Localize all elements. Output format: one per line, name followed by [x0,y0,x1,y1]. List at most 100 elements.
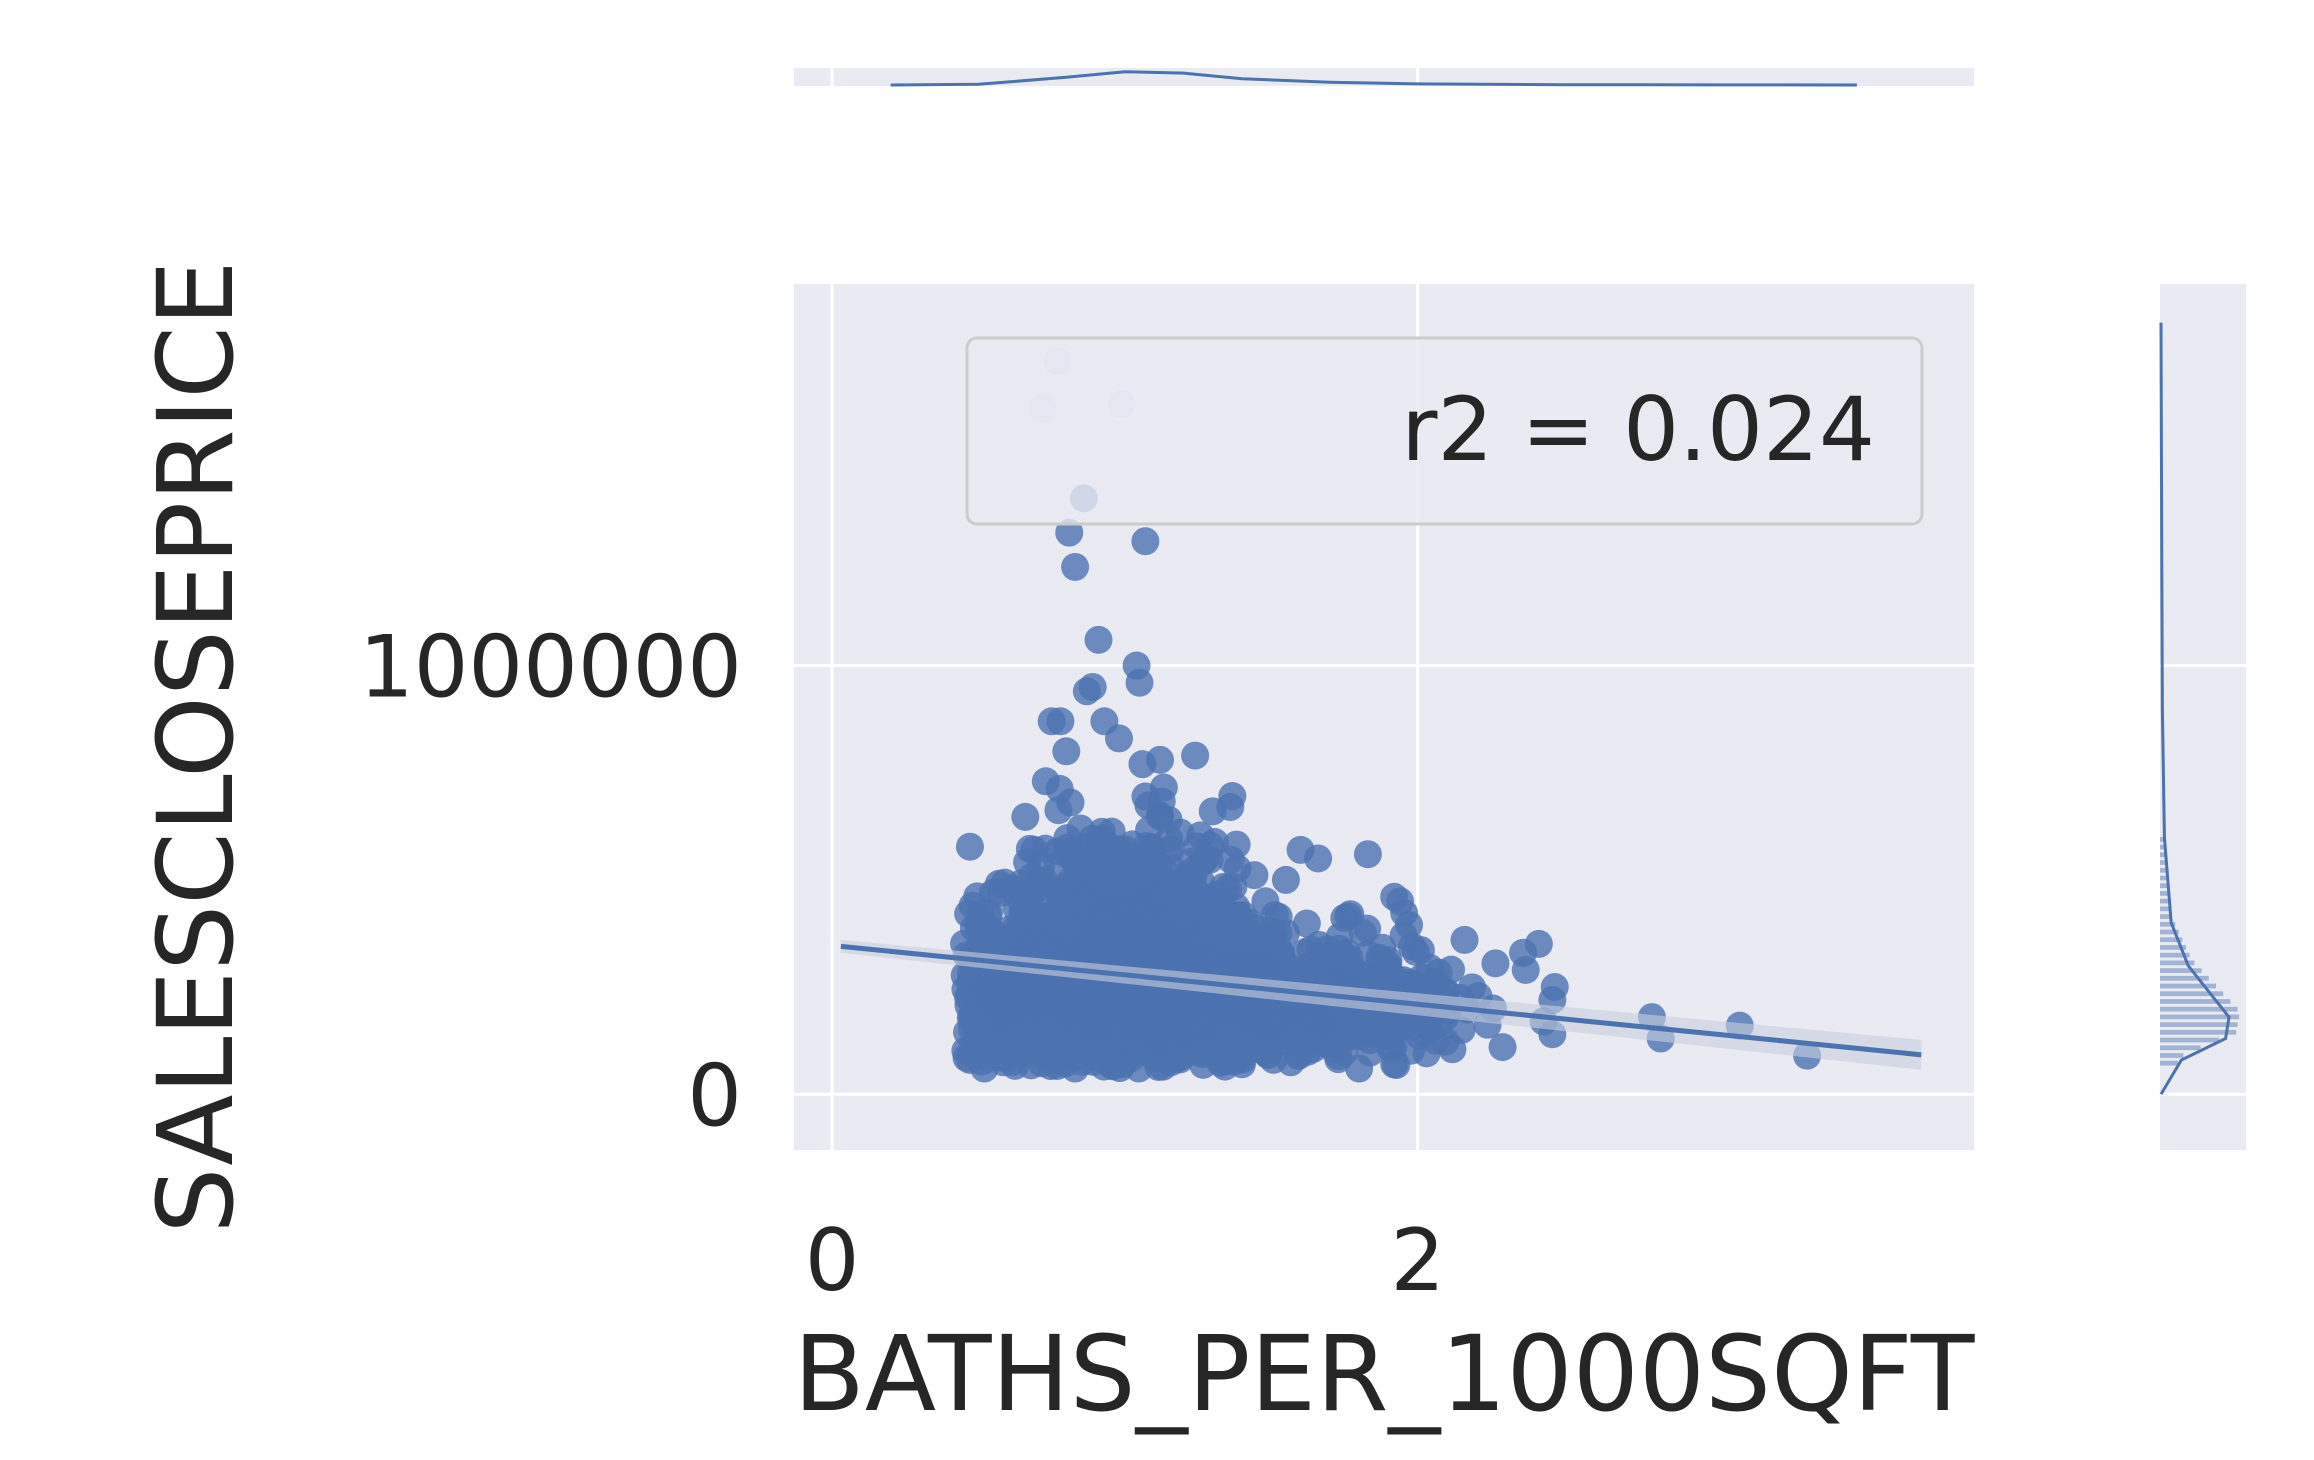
right-marginal-bar [2160,952,2190,958]
scatter-point [1299,1034,1328,1063]
scatter-point [1261,995,1290,1024]
scatter-point [1292,909,1321,938]
scatter-point [1145,876,1174,905]
scatter-point [1181,741,1210,770]
scatter-point [955,832,984,861]
right-marginal-bar [2160,921,2176,927]
scatter-point [1271,865,1300,894]
scatter-point [1394,968,1423,997]
scatter-point [1488,1033,1517,1062]
scatter-point [973,1041,1002,1070]
scatter-point [1222,830,1251,859]
scatter-point [1230,946,1259,975]
scatter-point [1131,527,1160,556]
right-marginal-bar [2160,883,2170,889]
scatter-point [1509,938,1538,967]
right-marginal-bar [2160,991,2224,997]
right-marginal-bar [2160,960,2195,966]
right-marginal-bar [2160,867,2168,873]
scatter-point [1055,518,1084,547]
scatter-point [1353,840,1382,869]
right-marginal-bar [2160,1029,2237,1035]
scatter-point [1031,767,1060,796]
right-marginal-bar [2160,975,2209,981]
right-marginal-bar [2160,1060,2178,1066]
right-marginal-bar [2160,1006,2238,1012]
scatter-point [1227,1050,1256,1079]
scatter-point [1119,912,1148,941]
scatter-point [1333,953,1362,982]
scatter-point [1072,848,1101,877]
y-tick-label: 1000000 [359,618,742,718]
scatter-point [1061,1054,1090,1083]
right-marginal-bar [2160,1037,2220,1043]
scatter-point [1131,1015,1160,1044]
right-marginal-bar [2160,844,2166,850]
y-axis-label: SALESCLOSEPRICE [135,260,257,1233]
scatter-point [1320,1012,1349,1041]
scatter-point [1304,948,1333,977]
x-axis-label: BATHS_PER_1000SQFT [794,1313,1975,1435]
scatter-point [1130,856,1159,885]
x-tick-label: 0 [805,1211,860,1311]
y-tick-labels: 0 1000000 [359,618,742,1147]
right-marginal-kde [2159,322,2231,1096]
right-marginal-bar [2160,1053,2184,1058]
right-marginal-bar [2160,875,2169,881]
scatter-point [1090,899,1119,928]
scatter-point [1304,844,1333,873]
right-marginal-bar [2160,929,2179,935]
scatter-point [1395,911,1424,940]
top-marginal-kde [890,70,1857,87]
right-marginal-panel [2160,284,2246,1150]
right-marginal-histogram [2160,837,2240,1066]
right-marginal-bar [2160,914,2172,919]
scatter-point [1134,791,1163,820]
scatter-point [1052,737,1081,766]
scatter-point [1008,900,1037,929]
right-marginal-bar [2160,1014,2240,1020]
scatter-point [1253,1041,1282,1070]
right-marginal-bar [2160,1045,2201,1051]
right-marginal-bar [2160,906,2172,912]
scatter-point [1054,1026,1083,1055]
scatter-point [1011,802,1040,831]
scatter-point [976,915,1005,944]
scatter-point [1447,1015,1476,1044]
scatter-point [1020,835,1049,864]
scatter-point [1347,1010,1376,1039]
scatter-point [1185,1026,1214,1055]
scatter-point [1252,935,1281,964]
right-marginal-bar [2160,999,2231,1004]
scatter-point [1105,724,1134,753]
scatter-point [1061,552,1090,581]
scatter-point [1154,805,1183,834]
scatter-point [1027,1039,1056,1068]
regression-line [840,943,1922,1058]
scatter-point [1481,949,1510,978]
scatter-point [1387,1010,1416,1039]
scatter-point [1216,793,1245,822]
scatter-point [987,878,1016,907]
scatter-point [1386,887,1415,916]
scatter-point [1182,832,1211,861]
scatter-point [1324,1042,1353,1071]
scatter-point [1345,1054,1374,1083]
scatter-point [1336,900,1365,929]
scatter-point [965,985,994,1014]
scatter-point [1187,918,1216,947]
scatter-point [1240,861,1269,890]
right-marginal-bar [2160,891,2170,896]
right-marginal-bar [2160,937,2183,943]
scatter-point [1021,996,1050,1025]
right-marginal-bar [2160,1022,2238,1027]
scatter-point [1079,878,1108,907]
legend-text: r2 = 0.024 [1401,378,1875,481]
scatter-point [1088,824,1117,853]
scatter-point [1450,925,1479,954]
scatter-point [1046,707,1075,736]
scatter-point [1199,889,1228,918]
scatter-point [1011,879,1040,908]
scatter-point [1421,967,1450,996]
